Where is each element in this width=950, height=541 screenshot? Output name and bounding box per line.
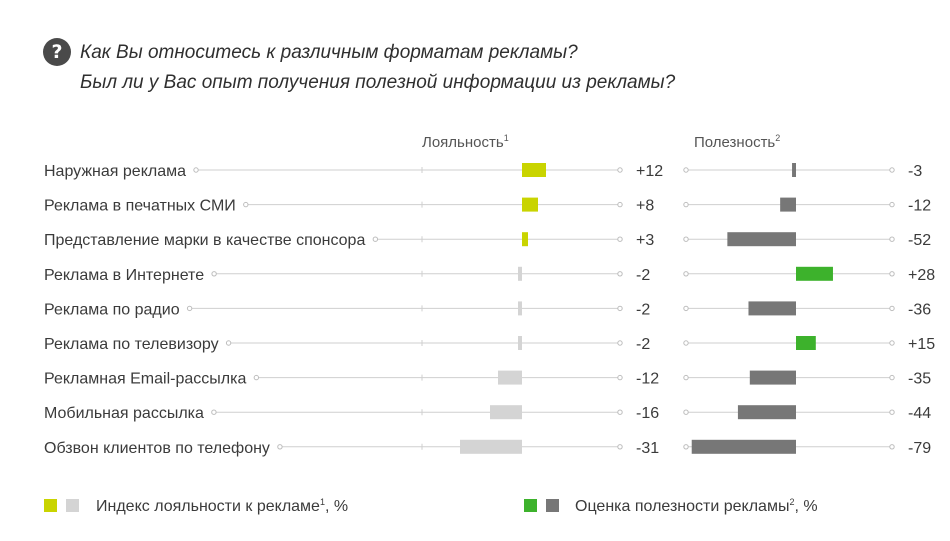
usefulness-bar <box>737 405 796 420</box>
guide-dot <box>889 374 895 381</box>
guide-dot <box>683 305 689 312</box>
loyalty-bar <box>522 163 546 177</box>
category-label: Представление марки в качестве спонсора <box>44 232 365 249</box>
question-title: Как Вы относитесь к различным форматам р… <box>80 38 675 98</box>
legend-swatch-usefulness-positive <box>524 499 537 512</box>
guide-dot <box>889 271 895 277</box>
loyalty-bar <box>518 266 522 281</box>
guide-dot <box>683 374 689 381</box>
usefulness-value-label: -12 <box>908 198 931 215</box>
loyalty-bar <box>490 405 522 420</box>
guide-dot <box>889 305 895 312</box>
loyalty-bar <box>498 370 522 385</box>
guide-dot <box>683 201 689 208</box>
guide-dot <box>186 305 193 312</box>
question-icon: ? <box>43 38 71 66</box>
guide-dot <box>617 167 623 173</box>
loyalty-value-label: -2 <box>636 267 650 284</box>
guide-dot <box>889 409 895 415</box>
guide-dot <box>683 340 689 346</box>
usefulness-value-label: +28 <box>908 267 935 284</box>
guide-dot <box>193 167 199 173</box>
category-label: Обзвон клиентов по телефону <box>44 440 270 457</box>
loyalty-bar <box>518 301 522 316</box>
loyalty-value-label: +12 <box>636 163 663 180</box>
category-label: Реклама по телевизору <box>44 336 219 353</box>
usefulness-bar <box>796 336 816 350</box>
legend-swatch-usefulness-negative <box>546 499 559 512</box>
guide-dot <box>225 340 232 346</box>
category-label: Реклама по радио <box>44 301 180 318</box>
guide-dot <box>211 409 217 415</box>
usefulness-value-label: -79 <box>908 440 931 457</box>
loyalty-value-label: -2 <box>636 301 650 318</box>
question-line-2: Был ли у Вас опыт получения полезной инф… <box>80 72 676 93</box>
loyalty-bar <box>518 336 522 350</box>
usefulness-header: Полезность2 <box>694 133 780 151</box>
guide-dot <box>372 236 379 242</box>
guide-dot <box>617 340 623 346</box>
guide-dot <box>889 201 895 208</box>
guide-dot <box>617 271 623 277</box>
usefulness-value-label: -44 <box>908 405 931 422</box>
legend-label-loyalty: Индекс лояльности к рекламе1, % <box>96 497 348 515</box>
usefulness-bar <box>780 197 796 212</box>
usefulness-bar <box>792 163 796 177</box>
usefulness-bar <box>748 301 796 316</box>
usefulness-value-label: -36 <box>908 301 931 318</box>
usefulness-bar <box>796 266 833 281</box>
guide-dot <box>617 444 623 450</box>
guide-dot <box>617 201 623 208</box>
loyalty-value-label: -31 <box>636 440 659 457</box>
usefulness-value-label: +15 <box>908 336 935 353</box>
legend-label-usefulness: Оценка полезности рекламы2, % <box>575 497 818 515</box>
usefulness-bar <box>691 439 796 454</box>
guide-dot <box>889 444 895 450</box>
usefulness-bar <box>727 232 796 247</box>
legend-swatch-loyalty-negative <box>66 499 79 512</box>
loyalty-header: Лояльность1 <box>422 133 509 151</box>
usefulness-value-label: -52 <box>908 232 931 249</box>
guide-dot <box>243 201 249 208</box>
usefulness-bar <box>749 370 796 385</box>
usefulness-value-label: -3 <box>908 163 922 180</box>
guide-dot <box>889 167 895 173</box>
guide-dot <box>253 374 260 381</box>
category-label: Реклама в Интернете <box>44 267 204 284</box>
category-label: Мобильная рассылка <box>44 405 204 422</box>
loyalty-value-label: -12 <box>636 371 659 388</box>
loyalty-value-label: +3 <box>636 232 654 249</box>
guide-dot <box>683 409 689 415</box>
guide-dot <box>683 236 689 242</box>
guide-dot <box>683 167 689 173</box>
question-line-1: Как Вы относитесь к различным форматам р… <box>80 42 578 63</box>
category-label: Наружная реклама <box>44 163 186 180</box>
guide-dot <box>617 305 623 312</box>
usefulness-value-label: -35 <box>908 371 931 388</box>
guide-dot <box>889 340 895 346</box>
guide-dot <box>617 236 623 242</box>
loyalty-value-label: -2 <box>636 336 650 353</box>
guide-dot <box>889 236 895 242</box>
guide-dot <box>683 271 689 277</box>
guide-dot <box>277 444 283 450</box>
category-label: Реклама в печатных СМИ <box>44 198 236 215</box>
loyalty-value-label: -16 <box>636 405 659 422</box>
loyalty-bar <box>460 439 522 454</box>
guide-dot <box>617 374 623 381</box>
guide-dot <box>211 271 217 277</box>
loyalty-value-label: +8 <box>636 198 654 215</box>
guide-dot <box>683 444 689 450</box>
loyalty-bar <box>522 197 538 212</box>
category-label: Рекламная Email-рассылка <box>44 371 246 388</box>
legend-swatch-loyalty-positive <box>44 499 57 512</box>
guide-dot <box>617 409 623 415</box>
loyalty-bar <box>522 232 528 247</box>
